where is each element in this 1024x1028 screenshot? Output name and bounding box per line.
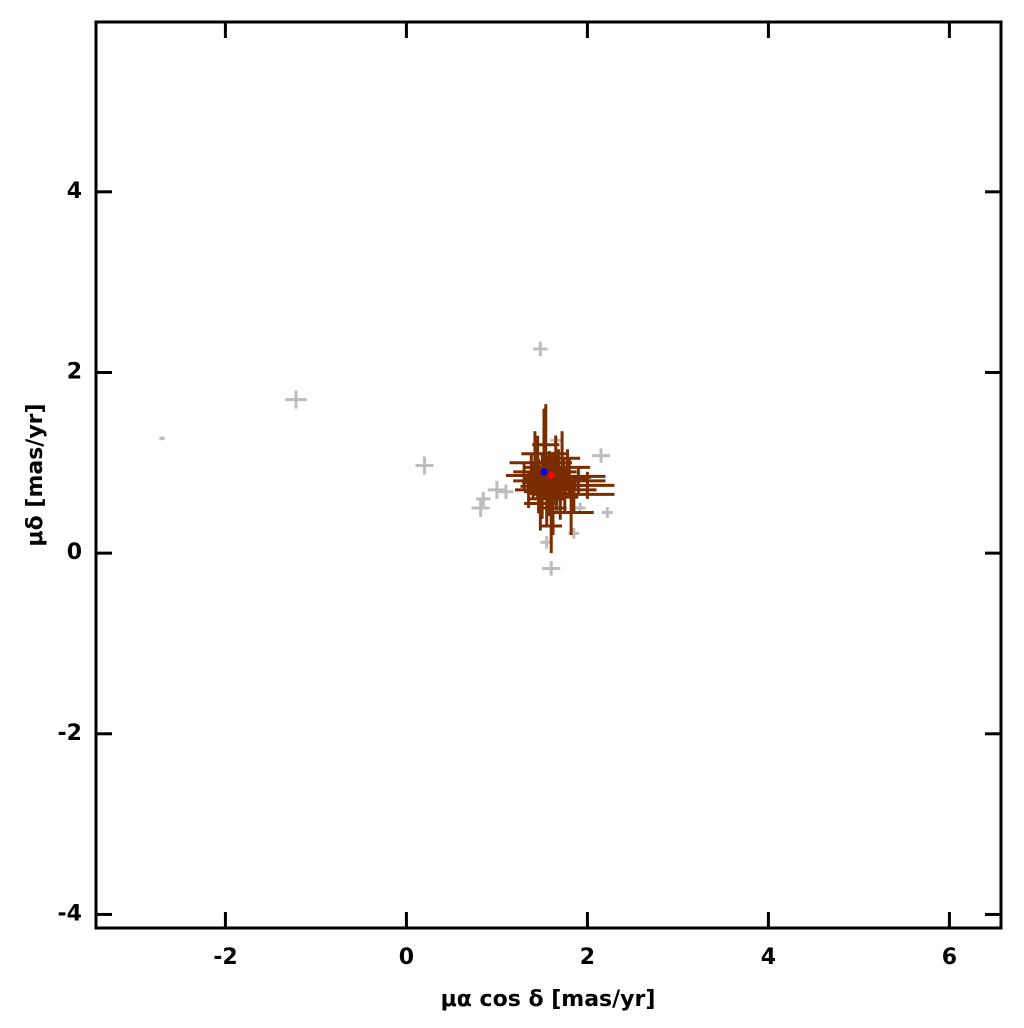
y-axis-label: μδ [mas/yr]	[23, 403, 48, 546]
plot-frame	[94, 20, 1003, 930]
y-tick-label: 4	[67, 179, 82, 204]
x-axis-label: μα cos δ [mas/yr]	[441, 987, 656, 1012]
point	[547, 471, 555, 479]
y-tick-label: -2	[58, 721, 82, 746]
x-tick-label: -2	[213, 945, 237, 970]
x-tick-label: 4	[761, 945, 776, 970]
y-tick-label: 0	[67, 540, 82, 565]
x-tick-label: 6	[942, 945, 957, 970]
x-tick-label: 2	[580, 945, 595, 970]
x-tick-label: 0	[399, 945, 414, 970]
point	[540, 468, 548, 476]
y-tick-label: -4	[58, 901, 82, 926]
y-tick-label: 2	[67, 359, 82, 384]
